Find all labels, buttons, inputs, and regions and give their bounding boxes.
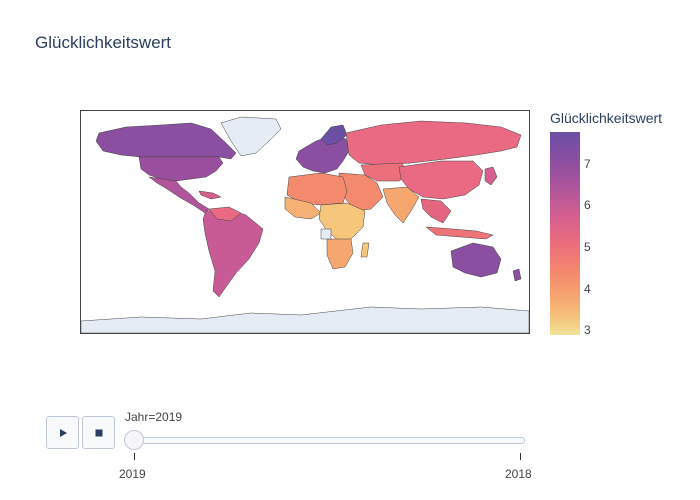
region-usa[interactable]: [138, 156, 224, 182]
choropleth-map[interactable]: [80, 110, 530, 334]
slider-handle[interactable]: [124, 430, 144, 450]
stop-icon: [95, 429, 102, 436]
colorbar-tick: 4: [584, 282, 591, 296]
region-north-africa[interactable]: [286, 172, 348, 206]
map-svg: [81, 116, 529, 333]
region-no-data-africa[interactable]: [320, 228, 332, 240]
play-icon: [59, 428, 67, 437]
region-new-zealand[interactable]: [512, 268, 522, 282]
region-japan[interactable]: [484, 166, 498, 186]
region-madagascar[interactable]: [360, 242, 370, 258]
play-button[interactable]: [46, 416, 79, 449]
region-indonesia[interactable]: [425, 226, 494, 240]
region-west-africa[interactable]: [284, 196, 322, 220]
region-north-south-america[interactable]: [208, 206, 242, 222]
colorbar-tick: 3: [584, 323, 591, 337]
slider-rail[interactable]: [125, 437, 525, 444]
colorbar-tick: 5: [584, 240, 591, 254]
colorbar: [550, 132, 580, 335]
region-russia[interactable]: [345, 120, 522, 166]
slider-step-label[interactable]: 2019: [119, 467, 146, 481]
region-australia[interactable]: [450, 242, 502, 278]
region-india[interactable]: [382, 186, 420, 224]
region-southeast-asia[interactable]: [420, 198, 452, 224]
region-canada[interactable]: [95, 122, 237, 160]
region-caribbean[interactable]: [198, 190, 222, 200]
slider-step-label[interactable]: 2018: [505, 467, 532, 481]
chart-title: Glücklichkeitswert: [35, 33, 172, 52]
colorbar-tick: 7: [584, 157, 591, 171]
colorbar-title: Glücklichkeitswert: [550, 110, 663, 126]
region-greenland[interactable]: [220, 116, 282, 157]
slider-tick-mark: [134, 453, 135, 460]
region-china[interactable]: [398, 160, 484, 200]
stop-button[interactable]: [82, 416, 115, 449]
slider-tick-mark: [520, 453, 521, 460]
region-mexico[interactable]: [148, 176, 210, 214]
region-southern-africa[interactable]: [326, 238, 354, 270]
slider-current-label: Jahr=2019: [125, 410, 183, 424]
region-south-america[interactable]: [202, 208, 264, 298]
region-antarctica[interactable]: [81, 306, 529, 333]
colorbar-tick: 6: [584, 198, 591, 212]
